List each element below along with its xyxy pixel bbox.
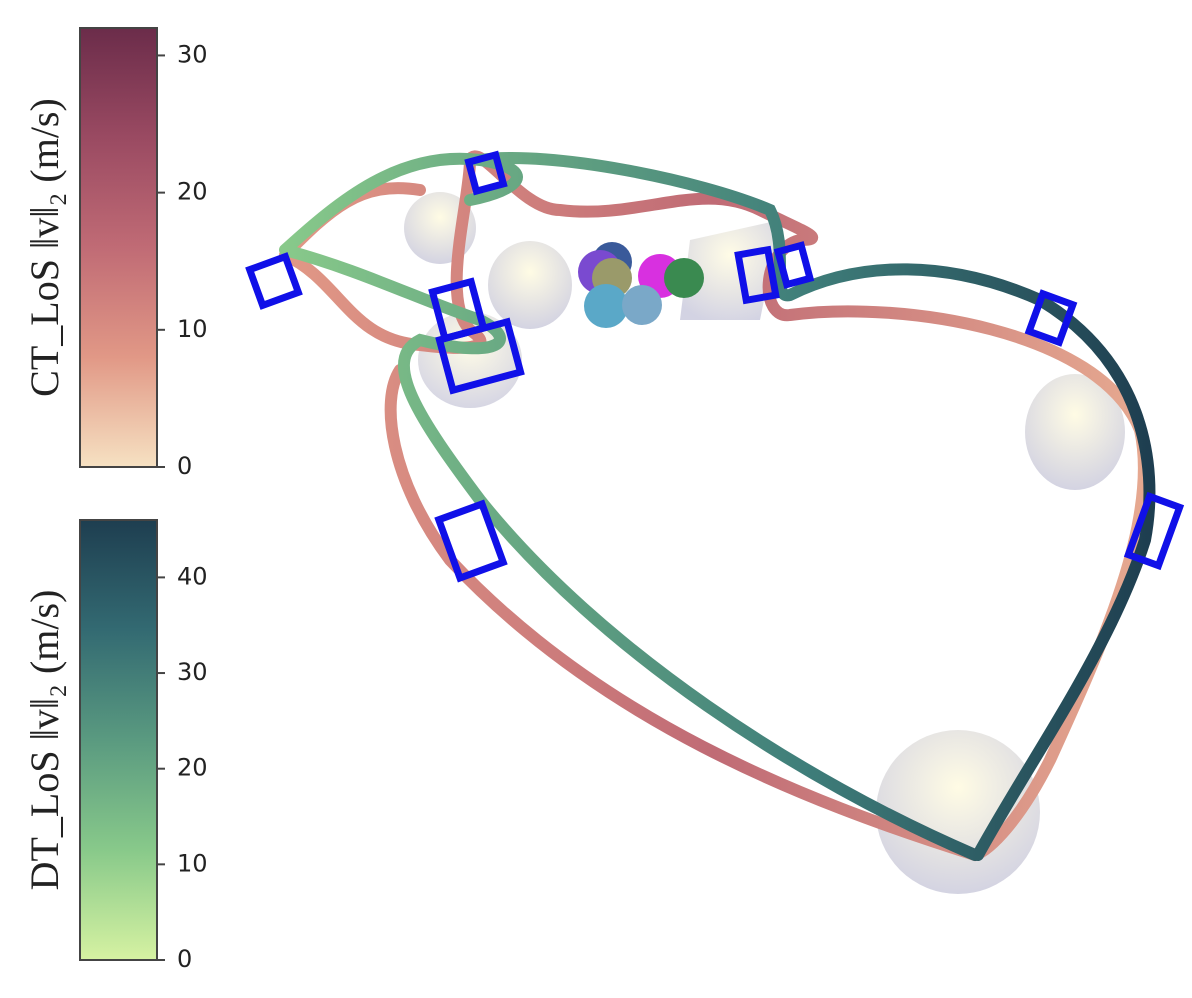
agent [584, 284, 628, 328]
tick-label: 40 [177, 562, 208, 590]
colorbar [79, 519, 158, 961]
tick-label: 0 [177, 945, 192, 973]
tick-label: 30 [177, 40, 208, 68]
agents [578, 242, 704, 328]
tick-label: 10 [177, 849, 208, 877]
obstacle [1025, 374, 1125, 490]
obstacle [680, 220, 780, 320]
tick-label: 20 [177, 178, 208, 206]
colorbar [79, 27, 158, 468]
tick-label: 10 [177, 315, 208, 343]
agent [664, 258, 704, 298]
tick-label: 0 [177, 452, 192, 480]
colorbar-label: CT_LoS ‖v‖₂ (m/s) [22, 98, 67, 397]
colorbar-label: DT_LoS ‖v‖₂ (m/s) [22, 590, 67, 891]
obstacle [488, 241, 572, 329]
tick-label: 20 [177, 754, 208, 782]
scene [245, 150, 1185, 894]
dt-trajectory [279, 152, 1156, 861]
obstacle [876, 730, 1040, 894]
tick-label: 30 [177, 658, 208, 686]
colorbars: 0 10 20 30 CT_LoS ‖v‖₂ (m/s) 0 10 20 30 40 DT_LoS … [22, 27, 208, 973]
agent [622, 285, 662, 325]
gates [245, 150, 1185, 583]
